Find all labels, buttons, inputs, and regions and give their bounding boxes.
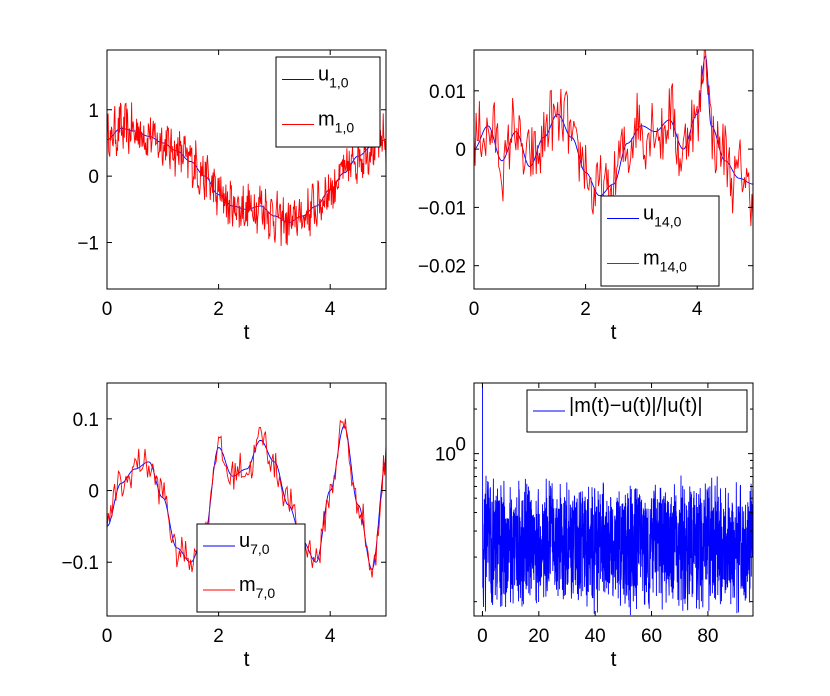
- x-tick-label: 4: [325, 626, 336, 647]
- y-tick-label: −1: [77, 234, 99, 255]
- legend-label-base: m: [643, 248, 660, 270]
- legend-label: u14,0: [643, 203, 682, 230]
- y-tick-label: −0.1: [61, 553, 99, 574]
- x-tick-label: 0: [102, 299, 113, 320]
- legend-label: m7,0: [239, 574, 275, 601]
- y-tick-exponent: 0: [455, 435, 466, 456]
- x-tick-label: 2: [213, 626, 224, 647]
- y-tick-label: −0.02: [418, 257, 466, 278]
- x-axis-label: t: [611, 321, 617, 344]
- legend-label: u7,0: [239, 530, 270, 557]
- x-axis-label: t: [611, 648, 617, 671]
- y-tick-label: −0.01: [418, 198, 466, 219]
- y-tick-label: 0.01: [429, 82, 466, 103]
- series-line-m-1-0: [107, 102, 386, 247]
- series-group-p4: [482, 383, 753, 616]
- y-tick-label: 10: [435, 445, 456, 466]
- x-tick-label: 0: [469, 299, 480, 320]
- legend-label-subscript: 14,0: [654, 214, 681, 230]
- x-tick-label: 80: [697, 626, 718, 647]
- x-tick-label: 0: [477, 626, 488, 647]
- axes-frame-p3: [106, 382, 387, 617]
- x-axis-label: t: [244, 648, 250, 671]
- legend-label: m1,0: [318, 109, 354, 136]
- x-tick-label: 0: [102, 626, 113, 647]
- legend-label-subscript: 1,0: [335, 120, 355, 136]
- axes-frame-p1: [106, 49, 387, 290]
- legend-label-base: m: [318, 109, 335, 131]
- legend-label-base: m: [239, 574, 256, 596]
- legend-label-base: |m(t)−u(t)|/|u(t)|: [569, 395, 703, 417]
- legend-label-subscript: 14,0: [660, 259, 687, 275]
- series-line-m-t-u-t-u-t: [482, 383, 753, 616]
- legend-box-p2: [600, 195, 720, 287]
- x-tick-label: 4: [692, 299, 703, 320]
- legend-label: m14,0: [643, 248, 687, 275]
- legend-label-base: u: [643, 203, 654, 225]
- series-group-p1: [107, 102, 386, 247]
- x-axis-label: t: [244, 321, 250, 344]
- legend-label-base: u: [239, 530, 250, 552]
- y-tick-label: 0: [88, 167, 99, 188]
- legend-label: |m(t)−u(t)|/|u(t)|: [569, 395, 703, 417]
- legend-label-subscript: 1,0: [329, 75, 349, 91]
- x-tick-label: 20: [528, 626, 549, 647]
- legend-label: u1,0: [318, 64, 349, 91]
- y-tick-label: 0: [455, 140, 466, 161]
- legend-box-p3: [196, 523, 306, 613]
- legend-label-subscript: 7,0: [250, 541, 270, 557]
- y-tick-label: 0: [88, 482, 99, 503]
- x-tick-label: 2: [580, 299, 591, 320]
- series-group-p3: [107, 418, 386, 578]
- x-tick-label: 4: [325, 299, 336, 320]
- axes-frame-p4: [473, 382, 754, 617]
- legend-box-p1: [275, 56, 381, 148]
- axes-frame-p2: [473, 49, 754, 290]
- series-line-m-14-0: [474, 50, 753, 227]
- x-tick-label: 2: [213, 299, 224, 320]
- series-group-p2: [474, 50, 753, 227]
- y-tick-label: 0.1: [73, 410, 99, 431]
- x-tick-label: 40: [585, 626, 606, 647]
- series-line-m-7-0: [107, 418, 386, 578]
- x-tick-label: 60: [641, 626, 662, 647]
- legend-label-base: u: [318, 64, 329, 86]
- legend-label-subscript: 7,0: [256, 585, 276, 601]
- y-tick-label: 1: [88, 101, 99, 122]
